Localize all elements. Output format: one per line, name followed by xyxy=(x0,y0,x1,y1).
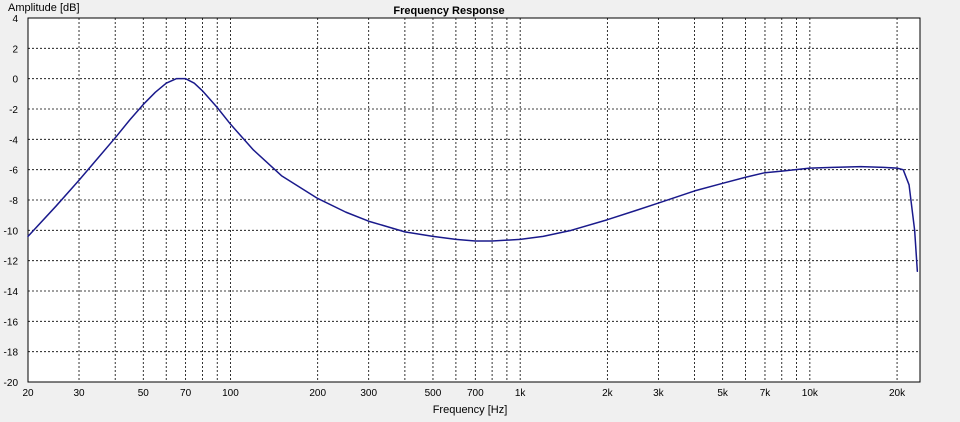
y-tick-label: 2 xyxy=(12,44,18,55)
x-tick-label: 700 xyxy=(467,388,484,399)
x-tick-label: 100 xyxy=(222,388,239,399)
y-tick-label: -20 xyxy=(4,378,19,389)
y-axis-label: Amplitude [dB] xyxy=(8,2,80,14)
x-tick-label: 2k xyxy=(602,388,614,399)
x-tick-label: 7k xyxy=(760,388,772,399)
x-tick-label: 30 xyxy=(73,388,85,399)
x-tick-label: 500 xyxy=(425,388,442,399)
y-tick-label: -14 xyxy=(4,287,19,298)
x-tick-label: 200 xyxy=(309,388,326,399)
x-tick-label: 20k xyxy=(889,388,906,399)
y-tick-label: -16 xyxy=(4,317,19,328)
series-line xyxy=(27,77,919,273)
label-layer: 20 30 50 70 100 200 300 500 700 1k 2k 3k 5k 7k 10k 20k4… xyxy=(4,14,907,399)
y-tick-label: -8 xyxy=(9,196,18,207)
series-layer xyxy=(27,77,919,273)
x-tick-label: 5k xyxy=(717,388,729,399)
y-tick-label: -12 xyxy=(4,257,19,268)
x-tick-label: 1k xyxy=(515,388,527,399)
y-tick-label: -10 xyxy=(4,226,19,237)
y-tick-label: -18 xyxy=(4,348,19,359)
chart-title: Frequency Response xyxy=(393,5,504,17)
x-tick-label: 10k xyxy=(802,388,819,399)
y-tick-label: -6 xyxy=(9,166,18,177)
x-tick-label: 20 xyxy=(22,388,34,399)
x-tick-label: 50 xyxy=(138,388,150,399)
x-tick-label: 70 xyxy=(180,388,192,399)
x-axis-label: Frequency [Hz] xyxy=(433,404,508,416)
x-tick-label: 300 xyxy=(360,388,377,399)
x-tick-label: 3k xyxy=(653,388,665,399)
grid-layer xyxy=(28,18,920,382)
y-tick-label: 4 xyxy=(12,14,18,25)
y-tick-label: -2 xyxy=(9,105,18,116)
y-tick-label: 0 xyxy=(12,75,18,86)
y-tick-label: -4 xyxy=(9,135,18,146)
